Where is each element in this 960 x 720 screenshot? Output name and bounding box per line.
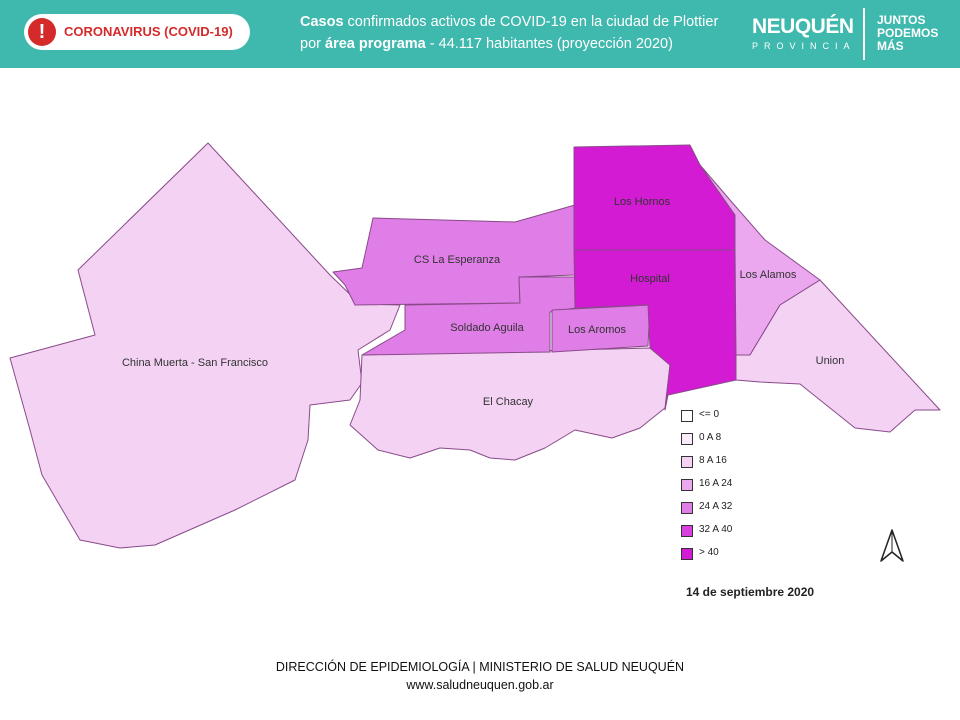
legend-swatch	[681, 548, 693, 560]
legend-label: 16 A 24	[699, 478, 733, 489]
brand-subtitle: PROVINCIA	[752, 41, 856, 51]
label-los-alamos: Los Alamos	[740, 269, 797, 281]
legend-label: 0 A 8	[699, 432, 722, 443]
title-bold-phrase: área programa	[325, 36, 426, 52]
page-title: Casos confirmados activos de COVID-19 en…	[300, 11, 740, 55]
label-los-hornos: Los Hornos	[614, 196, 671, 208]
slogan-line: PODEMOS	[877, 26, 939, 40]
footer: DIRECCIÓN DE EPIDEMIOLOGÍA | MINISTERIO …	[0, 658, 960, 694]
label-china-muerta: China Muerta - San Francisco	[122, 357, 268, 369]
legend-swatch	[681, 502, 693, 514]
legend-swatch	[681, 410, 693, 422]
area-china-muerta[interactable]	[9, 142, 401, 549]
brand-name: NEUQUÉN	[752, 15, 854, 38]
title-line1: confirmados activos de COVID-19 en la ci…	[343, 14, 719, 30]
label-hospital: Hospital	[630, 273, 670, 285]
title-line2: - 44.117 habitantes (proyección 2020)	[425, 36, 673, 52]
brand-divider	[863, 8, 865, 60]
label-soldado-aguila: Soldado Aguila	[450, 322, 524, 334]
slogan-line: JUNTOS	[877, 13, 926, 27]
legend-swatch	[681, 433, 693, 445]
legend-label: 8 A 16	[699, 455, 727, 466]
slogan: JUNTOS PODEMOS MÁS	[877, 14, 957, 53]
alert-icon: !	[28, 18, 56, 46]
coronavirus-badge: ! CORONAVIRUS (COVID-19)	[24, 14, 250, 50]
legend-label: 32 A 40	[699, 524, 733, 535]
area-union[interactable]	[735, 279, 941, 433]
header-banner: ! CORONAVIRUS (COVID-19) Casos confirmad…	[0, 0, 960, 68]
badge-label: CORONAVIRUS (COVID-19)	[64, 24, 233, 39]
legend-label: > 40	[699, 547, 719, 558]
legend-swatch	[681, 525, 693, 537]
label-cs-la-esperanza: CS La Esperanza	[414, 254, 501, 266]
title-bold-word: Casos	[300, 14, 344, 30]
neuquen-logo: NEUQUÉN PROVINCIA	[752, 15, 856, 52]
north-arrow-icon	[880, 529, 904, 562]
legend-label: <= 0	[699, 409, 720, 420]
label-los-aromos: Los Aromos	[568, 324, 627, 336]
label-union: Union	[816, 355, 845, 367]
title-line2-prefix: por	[300, 36, 325, 52]
footer-department: DIRECCIÓN DE EPIDEMIOLOGÍA | MINISTERIO …	[275, 660, 685, 674]
legend-label: 24 A 32	[699, 501, 733, 512]
label-el-chacay: El Chacay	[483, 396, 534, 408]
legend-swatch	[681, 456, 693, 468]
legend-swatch	[681, 479, 693, 491]
footer-url[interactable]: www.saludneuquen.gob.ar	[406, 678, 554, 692]
map-date: 14 de septiembre 2020	[686, 585, 815, 599]
slogan-line: MÁS	[877, 39, 904, 53]
